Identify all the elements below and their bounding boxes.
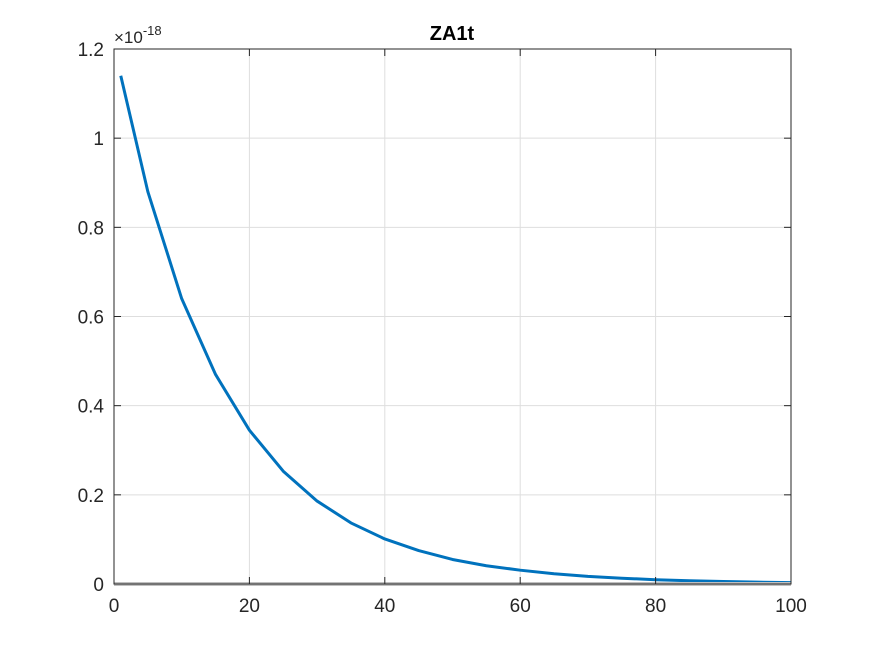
y-tick-label: 0.4 <box>78 397 105 418</box>
y-tick-label: 0.2 <box>78 486 104 507</box>
y-tick-label: 1.2 <box>78 40 104 61</box>
y-exponent-power: -18 <box>143 23 162 38</box>
chart-title: ZA1t <box>430 23 475 45</box>
y-tick-label: 1 <box>93 129 104 150</box>
grid <box>114 49 791 584</box>
x-tick-label: 0 <box>109 596 120 617</box>
y-exponent-base: ×10 <box>114 28 143 47</box>
series-line-za1t <box>119 75 792 585</box>
tick-labels: 0 20 40 60 80 100 0 0.2 0.4 0.6 0.8 1 1.2 <box>78 40 807 617</box>
y-tick-label: 0.6 <box>78 308 104 329</box>
y-tick-label: 0.8 <box>78 218 104 239</box>
y-exponent-label: ×10-18 <box>114 23 162 47</box>
x-tick-label: 40 <box>374 596 395 617</box>
ticks <box>113 48 792 585</box>
y-tick-label: 0 <box>93 575 104 596</box>
x-tick-label: 80 <box>645 596 666 617</box>
x-tick-label: 100 <box>775 596 807 617</box>
x-tick-label: 60 <box>510 596 531 617</box>
x-tick-label: 20 <box>239 596 260 617</box>
